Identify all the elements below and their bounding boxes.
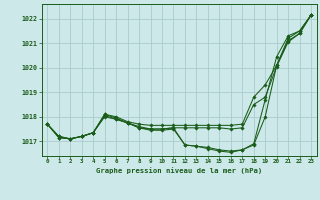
X-axis label: Graphe pression niveau de la mer (hPa): Graphe pression niveau de la mer (hPa)	[96, 167, 262, 174]
